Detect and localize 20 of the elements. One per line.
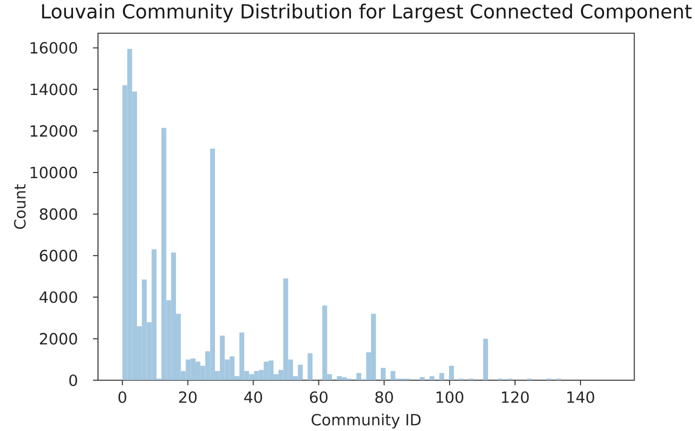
chart-title: Louvain Community Distribution for Largest Connected Component — [42, 4, 692, 22]
y-tick-label: 10000 — [30, 166, 78, 178]
x-tick-label: 0 — [118, 391, 126, 404]
x-axis-title: Community ID — [312, 414, 421, 429]
y-tick-label: 12000 — [30, 125, 78, 137]
y-tick-label: 0 — [69, 374, 78, 386]
y-tick-label: 2000 — [40, 332, 78, 345]
y-tick-label: 4000 — [40, 291, 78, 304]
y-tick-label: 14000 — [30, 84, 78, 96]
x-tick-label: 120 — [502, 391, 529, 404]
x-tick-label: 60 — [310, 391, 328, 404]
x-tick-label: 20 — [179, 391, 197, 404]
x-tick-label: 140 — [567, 391, 594, 404]
y-tick-label: 6000 — [40, 250, 78, 262]
x-tick-label: 100 — [436, 391, 464, 404]
y-tick-label: 16000 — [30, 42, 78, 54]
x-tick-label: 80 — [375, 391, 393, 404]
y-tick-label: 8000 — [40, 208, 78, 220]
y-axis-title: Count — [14, 184, 26, 229]
x-tick-label: 40 — [244, 391, 262, 404]
